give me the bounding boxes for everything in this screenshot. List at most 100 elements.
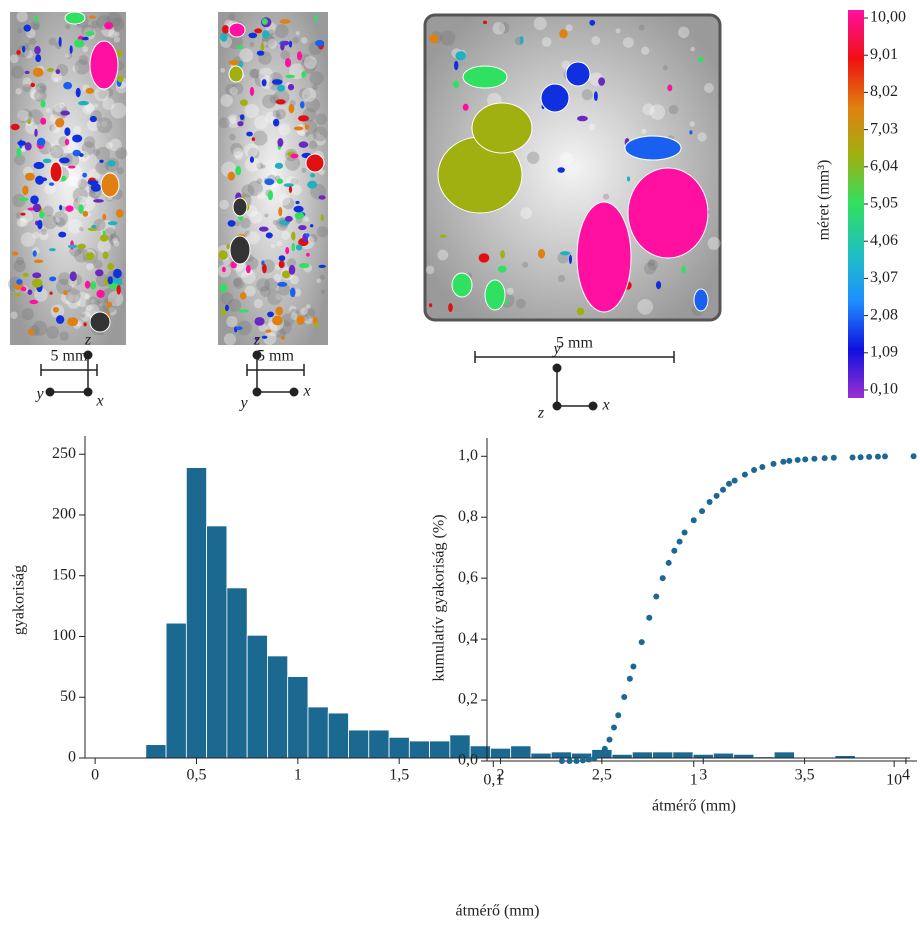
point	[601, 745, 608, 752]
y-axis-label: kumulatív gyakoriság (%)	[431, 514, 448, 681]
texture	[85, 296, 100, 311]
pore	[307, 180, 318, 189]
pore	[55, 69, 61, 75]
texture	[252, 130, 268, 146]
pore	[258, 226, 269, 232]
pore	[221, 307, 227, 317]
pore	[16, 50, 21, 55]
texture	[10, 311, 18, 319]
axis-dot	[289, 387, 299, 397]
pore	[576, 201, 632, 313]
texture	[272, 110, 280, 118]
pore	[312, 317, 319, 324]
pore	[462, 103, 469, 111]
colorbar-tick-label: 9,01	[870, 46, 898, 63]
pore	[681, 265, 686, 274]
pore	[505, 298, 509, 306]
pore	[67, 165, 76, 169]
pore	[42, 158, 52, 164]
texture	[250, 68, 261, 79]
y-tick-label: 50	[60, 688, 76, 705]
pore	[251, 137, 256, 142]
texture	[281, 313, 295, 327]
texture	[30, 89, 41, 100]
texture	[285, 155, 301, 171]
pore	[483, 20, 488, 25]
pore	[25, 172, 35, 181]
texture	[113, 240, 120, 247]
texture	[96, 117, 113, 134]
texture	[59, 102, 66, 109]
texture	[268, 29, 275, 36]
texture	[72, 187, 88, 203]
bar	[490, 747, 512, 759]
point	[874, 453, 881, 460]
texture	[244, 143, 259, 158]
pore	[33, 161, 45, 170]
pore	[281, 335, 285, 340]
texture	[233, 277, 245, 289]
pore	[227, 171, 236, 181]
texture	[647, 259, 659, 271]
pore	[67, 317, 79, 327]
texture	[229, 116, 237, 124]
texture	[17, 27, 23, 33]
colorbar-tick-label: 0,10	[870, 381, 898, 398]
texture	[107, 290, 124, 307]
texture	[22, 83, 32, 93]
texture	[29, 86, 44, 101]
pore	[281, 270, 291, 279]
texture	[54, 77, 59, 82]
texture	[275, 109, 286, 120]
texture	[226, 315, 238, 328]
texture	[32, 23, 39, 30]
pore	[278, 255, 286, 262]
point	[706, 498, 713, 505]
point	[615, 712, 622, 719]
pore	[254, 336, 260, 341]
colorbar-tick-label: 10,00	[870, 9, 906, 26]
texture	[506, 287, 514, 296]
texture	[270, 243, 275, 248]
texture	[301, 167, 307, 173]
texture	[690, 46, 695, 52]
texture	[64, 152, 80, 168]
pore	[16, 279, 23, 285]
pore	[89, 281, 97, 290]
texture	[19, 217, 29, 227]
point	[681, 529, 688, 536]
texture	[300, 53, 311, 64]
pore	[11, 251, 19, 256]
pore	[238, 309, 250, 313]
point	[794, 456, 801, 463]
pore	[429, 34, 439, 44]
pore	[89, 40, 119, 90]
colorbar-tick-label: 6,04	[870, 157, 898, 174]
pore	[34, 46, 41, 55]
pore	[288, 264, 296, 275]
pore	[462, 65, 508, 89]
pore	[20, 212, 26, 216]
point	[606, 736, 613, 743]
texture	[87, 118, 100, 132]
pore	[27, 328, 35, 336]
texture	[275, 293, 283, 301]
texture	[53, 211, 69, 226]
pore	[219, 283, 227, 293]
pore	[262, 30, 270, 39]
texture	[244, 285, 256, 297]
pore	[294, 212, 304, 220]
texture	[662, 65, 668, 71]
colorbar-tick-label: 1,09	[870, 343, 898, 360]
pore	[265, 232, 273, 239]
texture	[249, 41, 255, 47]
pore	[299, 101, 305, 109]
texture	[230, 142, 243, 156]
texture	[108, 306, 117, 316]
texture	[81, 141, 96, 155]
texture	[16, 217, 26, 228]
bar	[145, 744, 167, 759]
texture	[12, 193, 26, 208]
x-axis-label: átmérő (mm)	[652, 798, 736, 815]
pore	[598, 77, 606, 86]
